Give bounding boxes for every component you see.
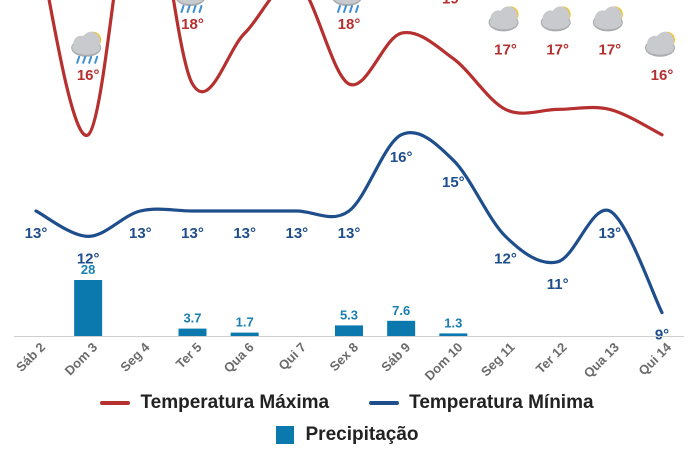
max-temp-label: 16° bbox=[651, 67, 674, 84]
legend-item-max: Temperatura Máxima bbox=[100, 392, 329, 414]
max-temp-label: 18° bbox=[338, 16, 361, 33]
precip-value-label: 28 bbox=[81, 262, 95, 277]
precip-bar bbox=[178, 328, 207, 336]
precip-value-label: 1.7 bbox=[236, 315, 254, 330]
max-temp-label: 17° bbox=[598, 41, 621, 58]
legend-row-precip: Precipitação bbox=[0, 424, 694, 446]
legend-label-min: Temperatura Mínima bbox=[409, 392, 594, 413]
x-tick-label: Ter 5 bbox=[173, 340, 205, 372]
x-tick-label: Qua 6 bbox=[221, 340, 257, 376]
min-temp-label: 16° bbox=[390, 149, 413, 166]
x-tick-label: Qua 13 bbox=[581, 340, 622, 381]
precip-value-label: 5.3 bbox=[340, 307, 358, 322]
x-tick-label: Qui 14 bbox=[635, 339, 674, 378]
min-temp-label: 9° bbox=[655, 327, 669, 344]
x-tick-label: Seg 11 bbox=[478, 340, 518, 380]
series-max-line bbox=[47, 0, 664, 137]
max-temp-label: 17° bbox=[494, 41, 517, 58]
rain-icon bbox=[332, 0, 362, 13]
x-tick-label: Qui 7 bbox=[275, 340, 309, 374]
precip-bar bbox=[335, 325, 363, 336]
precip-bar bbox=[74, 280, 103, 336]
min-temp-label: 12° bbox=[494, 250, 517, 267]
min-temp-label: 13° bbox=[285, 225, 308, 242]
precip-value-label: 3.7 bbox=[183, 311, 201, 326]
precip-bar bbox=[230, 332, 259, 336]
rain-icon bbox=[71, 31, 102, 64]
partly-cloudy-icon bbox=[645, 31, 675, 57]
legend-label-precip: Precipitação bbox=[305, 424, 419, 445]
series-min-line bbox=[34, 131, 664, 315]
x-tick-label: Sáb 2 bbox=[13, 340, 48, 375]
min-temp-label: 13° bbox=[129, 225, 152, 242]
min-temp-label: 13° bbox=[338, 225, 361, 242]
legend-swatch-max bbox=[100, 401, 131, 405]
min-temp-label: 13° bbox=[181, 225, 204, 242]
min-temp-label: 12° bbox=[77, 250, 100, 267]
partly-cloudy-icon bbox=[488, 6, 519, 32]
max-temp-label: 17° bbox=[546, 41, 569, 58]
x-tick-label: Dom 3 bbox=[62, 340, 101, 379]
min-temp-label: 13° bbox=[598, 225, 621, 242]
max-temp-label: 18° bbox=[181, 16, 204, 33]
rain-icon bbox=[176, 0, 205, 13]
max-temp-label: 19° bbox=[442, 0, 465, 8]
x-tick-label: Sáb 9 bbox=[378, 340, 413, 375]
chart-canvas: 24°16°27°18°20°22°18°20°19°17°17°17°16°1… bbox=[13, 0, 684, 384]
x-tick-label: Ter 12 bbox=[533, 340, 570, 377]
max-temp-label: 16° bbox=[77, 67, 100, 84]
x-tick-label: Dom 10 bbox=[422, 340, 466, 384]
precip-bar bbox=[387, 320, 416, 336]
precip-value-label: 1.3 bbox=[444, 315, 462, 330]
legend-swatch-min bbox=[369, 401, 400, 405]
precip-value-label: 7.6 bbox=[392, 303, 410, 318]
legend-swatch-precip bbox=[275, 426, 294, 444]
x-tick-label: Seg 4 bbox=[117, 339, 153, 375]
partly-cloudy-icon bbox=[540, 6, 571, 32]
x-tick-label: Sex 8 bbox=[326, 340, 361, 375]
min-temp-label: 13° bbox=[233, 225, 256, 242]
min-temp-label: 11° bbox=[547, 276, 569, 293]
legend-row-temperatures: Temperatura Máxima Temperatura Mínima bbox=[0, 392, 694, 414]
min-temp-label: 13° bbox=[25, 225, 48, 242]
legend-item-precip: Precipitação bbox=[275, 424, 419, 446]
min-temp-label: 15° bbox=[442, 174, 465, 191]
legend-label-max: Temperatura Máxima bbox=[140, 392, 330, 413]
partly-cloudy-icon bbox=[592, 6, 623, 32]
legend-item-min: Temperatura Mínima bbox=[369, 392, 594, 414]
precip-bar bbox=[439, 333, 468, 336]
